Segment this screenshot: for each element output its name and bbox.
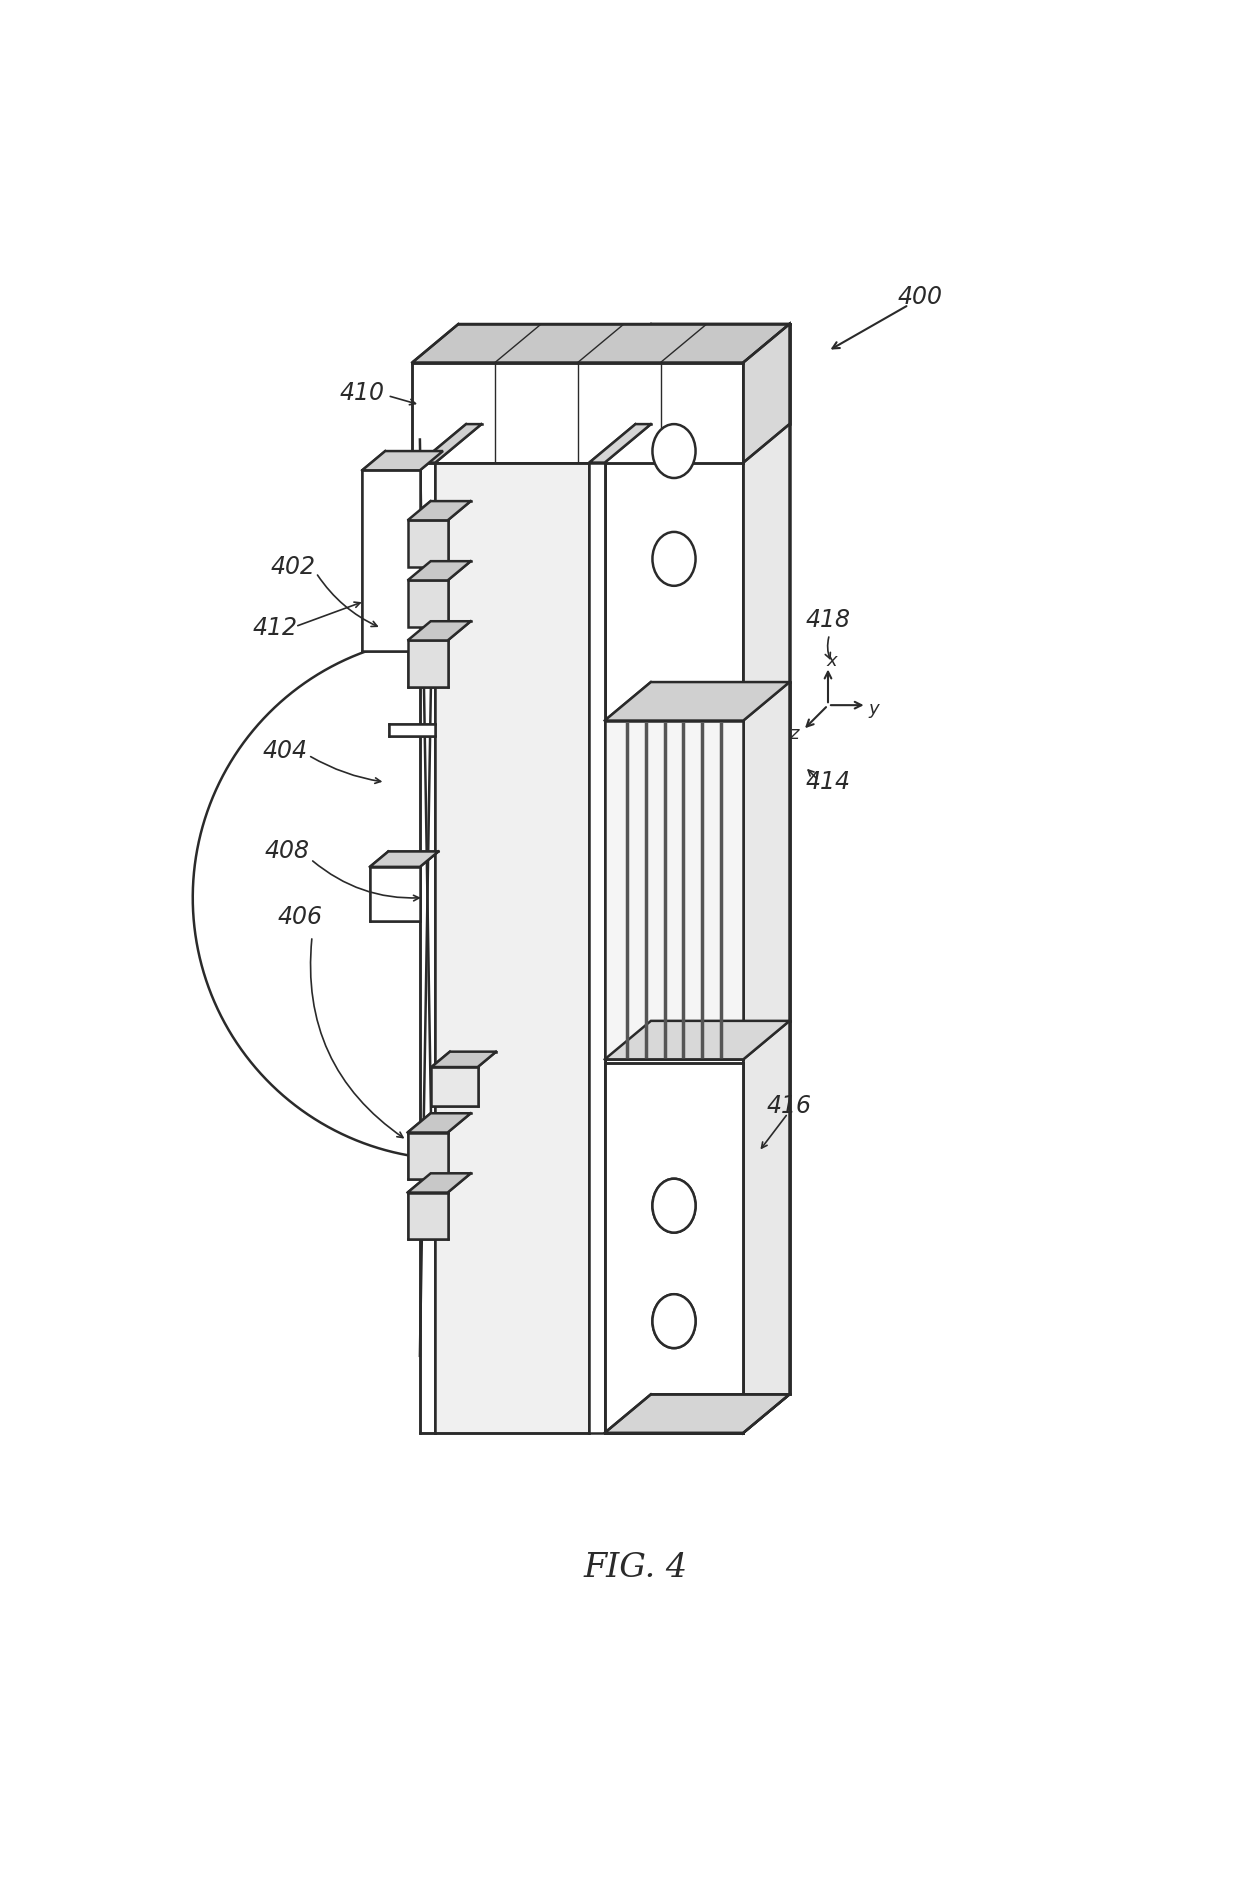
Ellipse shape <box>652 531 696 586</box>
Polygon shape <box>605 325 790 363</box>
Text: 406: 406 <box>278 905 324 928</box>
Polygon shape <box>605 721 743 1059</box>
Polygon shape <box>605 363 743 1433</box>
Polygon shape <box>412 363 743 463</box>
Polygon shape <box>408 640 448 687</box>
Ellipse shape <box>652 1179 696 1232</box>
Polygon shape <box>605 1021 790 1059</box>
Text: 414: 414 <box>806 771 851 793</box>
Polygon shape <box>408 1114 471 1133</box>
Polygon shape <box>605 681 790 721</box>
Polygon shape <box>432 1051 496 1067</box>
Polygon shape <box>408 1133 448 1179</box>
Text: z: z <box>789 725 799 742</box>
Text: y: y <box>869 700 879 717</box>
Text: 408: 408 <box>265 839 310 864</box>
Text: 418: 418 <box>806 609 851 632</box>
Polygon shape <box>408 581 448 626</box>
Polygon shape <box>743 325 790 1433</box>
Ellipse shape <box>652 1294 696 1348</box>
Polygon shape <box>370 867 420 921</box>
Polygon shape <box>408 1192 448 1239</box>
Polygon shape <box>408 501 471 520</box>
Ellipse shape <box>652 423 696 478</box>
Polygon shape <box>408 562 471 581</box>
Text: 416: 416 <box>768 1093 812 1118</box>
Polygon shape <box>362 452 443 471</box>
Polygon shape <box>420 423 481 463</box>
Polygon shape <box>432 1067 477 1105</box>
Polygon shape <box>408 1173 471 1192</box>
Polygon shape <box>589 423 651 463</box>
Text: 404: 404 <box>263 740 308 763</box>
Polygon shape <box>435 463 589 1433</box>
Polygon shape <box>389 725 435 736</box>
Polygon shape <box>408 621 471 640</box>
Polygon shape <box>408 520 448 568</box>
Text: FIG. 4: FIG. 4 <box>584 1551 687 1583</box>
Ellipse shape <box>652 1294 696 1348</box>
Ellipse shape <box>652 1179 696 1232</box>
Polygon shape <box>370 852 439 867</box>
Polygon shape <box>362 471 420 651</box>
Polygon shape <box>412 325 790 363</box>
Polygon shape <box>420 463 435 1433</box>
Polygon shape <box>743 325 790 463</box>
Polygon shape <box>605 1395 790 1433</box>
Text: 410: 410 <box>340 381 384 406</box>
Text: 412: 412 <box>253 617 298 640</box>
Text: 400: 400 <box>898 285 942 309</box>
Text: 402: 402 <box>270 554 315 579</box>
Polygon shape <box>605 1063 743 1433</box>
Text: x: x <box>827 651 837 670</box>
Polygon shape <box>589 463 605 1433</box>
